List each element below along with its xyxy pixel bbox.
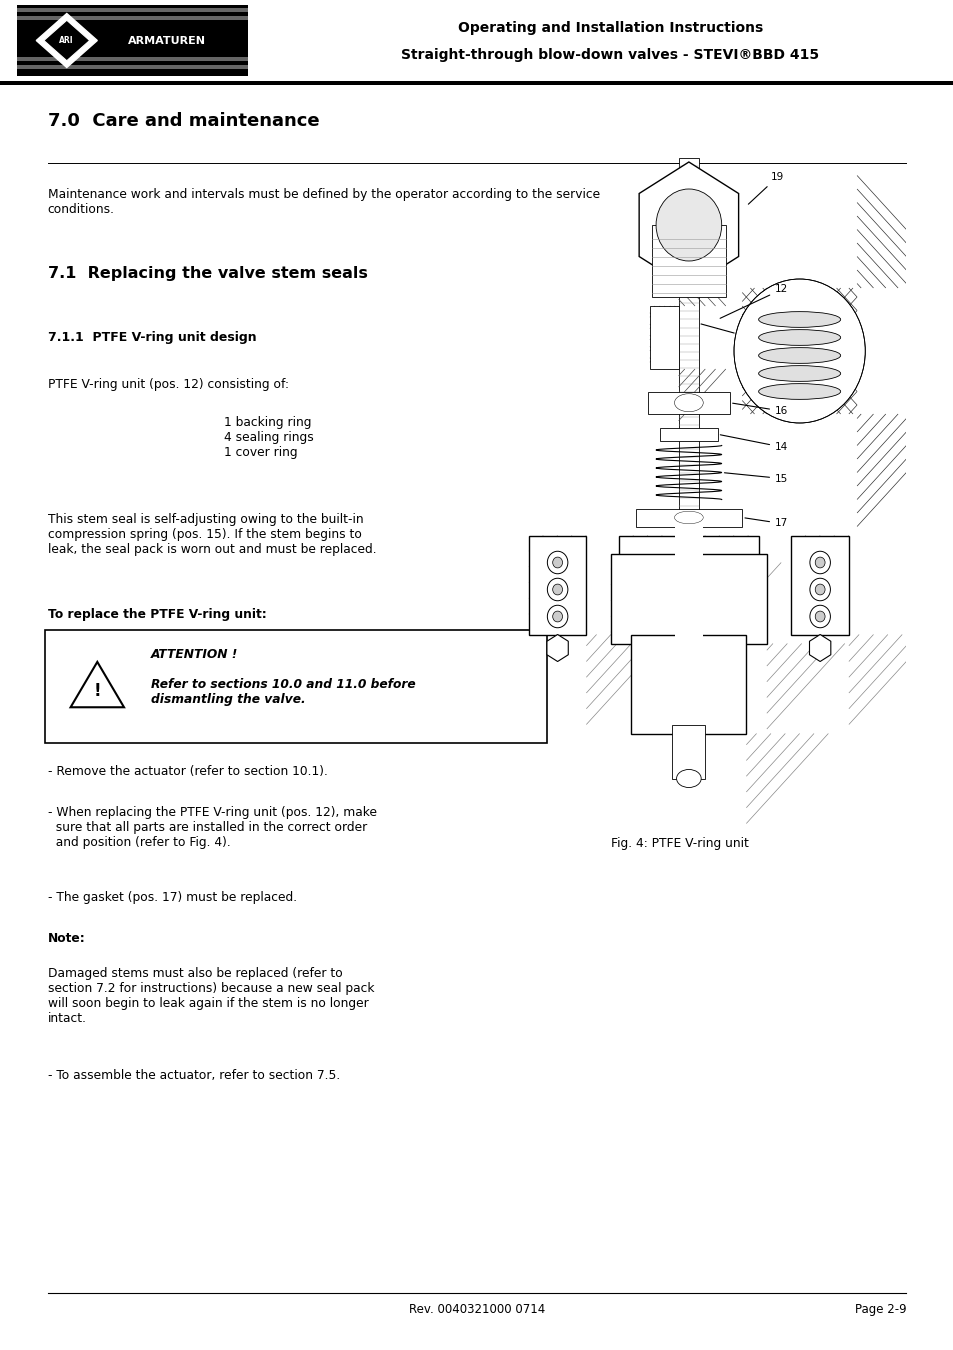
Bar	[649, 306, 678, 369]
Text: 12: 12	[720, 285, 787, 319]
Circle shape	[656, 189, 720, 261]
Circle shape	[815, 612, 824, 622]
Bar	[741, 288, 856, 414]
Text: 16: 16	[732, 404, 787, 416]
Circle shape	[547, 551, 567, 574]
Text: 7.0  Care and maintenance: 7.0 Care and maintenance	[48, 112, 319, 130]
Circle shape	[547, 605, 567, 628]
Bar	[741, 288, 856, 414]
Polygon shape	[809, 634, 830, 662]
Bar	[674, 517, 702, 779]
Circle shape	[809, 578, 829, 601]
Circle shape	[815, 558, 824, 568]
Text: Refer to sections 10.0 and 11.0 before
dismantling the valve.: Refer to sections 10.0 and 11.0 before d…	[151, 678, 415, 706]
Bar	[651, 225, 725, 297]
Text: Maintenance work and intervals must be defined by the operator according to the : Maintenance work and intervals must be d…	[48, 188, 599, 216]
Bar	[528, 536, 586, 634]
Circle shape	[552, 558, 562, 568]
Text: ARMATUREN: ARMATUREN	[128, 35, 206, 46]
Bar	[17, 8, 248, 12]
Bar	[17, 5, 248, 76]
Bar	[672, 725, 704, 779]
Text: This stem seal is self-adjusting owing to the built-in
compression spring (pos. : This stem seal is self-adjusting owing t…	[48, 513, 375, 556]
Text: ATTENTION !: ATTENTION !	[151, 648, 238, 662]
Bar	[631, 634, 745, 733]
Bar	[528, 536, 586, 634]
Ellipse shape	[758, 383, 840, 400]
Circle shape	[809, 551, 829, 574]
Polygon shape	[639, 162, 738, 288]
FancyBboxPatch shape	[45, 630, 546, 743]
Bar	[0, 81, 953, 85]
Bar	[610, 554, 766, 644]
Bar	[618, 536, 758, 563]
Ellipse shape	[758, 329, 840, 346]
Text: Straight-through blow-down valves - STEVI®BBD 415: Straight-through blow-down valves - STEV…	[401, 47, 819, 62]
Text: ARI: ARI	[59, 36, 74, 45]
Ellipse shape	[674, 512, 702, 524]
Circle shape	[815, 585, 824, 595]
Bar	[647, 392, 729, 414]
Text: 19: 19	[747, 171, 783, 204]
Text: - Remove the actuator (refer to section 10.1).: - Remove the actuator (refer to section …	[48, 765, 327, 779]
Bar	[610, 554, 766, 644]
Bar	[649, 306, 678, 369]
Polygon shape	[71, 662, 124, 707]
Bar	[631, 634, 745, 733]
Text: Operating and Installation Instructions: Operating and Installation Instructions	[457, 20, 762, 35]
Text: Damaged stems must also be replaced (refer to
section 7.2 for instructions) beca: Damaged stems must also be replaced (ref…	[48, 967, 374, 1025]
Text: 7.1.1  PTFE V-ring unit design: 7.1.1 PTFE V-ring unit design	[48, 331, 256, 344]
Text: Rev. 0040321000 0714: Rev. 0040321000 0714	[409, 1303, 544, 1316]
Bar	[618, 536, 758, 563]
Polygon shape	[36, 14, 97, 68]
Text: Note:: Note:	[48, 931, 86, 945]
Text: To replace the PTFE V-ring unit:: To replace the PTFE V-ring unit:	[48, 608, 266, 621]
Text: - When replacing the PTFE V-ring unit (pos. 12), make
  sure that all parts are : - When replacing the PTFE V-ring unit (p…	[48, 806, 376, 849]
Bar	[0, 0, 953, 81]
Text: 7.1  Replacing the valve stem seals: 7.1 Replacing the valve stem seals	[48, 266, 367, 281]
Circle shape	[733, 279, 864, 423]
Circle shape	[552, 612, 562, 622]
Text: Fig. 4: PTFE V-ring unit: Fig. 4: PTFE V-ring unit	[610, 837, 748, 850]
Text: - The gasket (pos. 17) must be replaced.: - The gasket (pos. 17) must be replaced.	[48, 891, 296, 904]
Bar	[678, 158, 699, 770]
Bar	[659, 428, 717, 441]
Ellipse shape	[674, 394, 702, 412]
Bar	[635, 509, 741, 526]
Ellipse shape	[758, 312, 840, 328]
Ellipse shape	[758, 366, 840, 382]
Ellipse shape	[758, 348, 840, 363]
Text: PTFE V-ring unit (pos. 12) consisting of:: PTFE V-ring unit (pos. 12) consisting of…	[48, 378, 289, 392]
Circle shape	[547, 578, 567, 601]
Bar	[17, 57, 248, 61]
Circle shape	[809, 605, 829, 628]
Ellipse shape	[676, 769, 700, 787]
Circle shape	[552, 585, 562, 595]
Polygon shape	[44, 20, 90, 61]
Text: Page 2-9: Page 2-9	[854, 1303, 905, 1316]
Bar	[791, 536, 848, 634]
Text: 14: 14	[720, 435, 787, 452]
Text: 1 backing ring
4 sealing rings
1 cover ring: 1 backing ring 4 sealing rings 1 cover r…	[224, 416, 314, 459]
Text: 15: 15	[723, 472, 787, 483]
Bar	[17, 65, 248, 69]
Text: 17: 17	[744, 518, 787, 528]
Bar	[791, 536, 848, 634]
Bar	[649, 306, 678, 369]
Text: - To assemble the actuator, refer to section 7.5.: - To assemble the actuator, refer to sec…	[48, 1069, 339, 1083]
Text: !: !	[93, 682, 101, 699]
Polygon shape	[546, 634, 568, 662]
Bar	[17, 16, 248, 20]
